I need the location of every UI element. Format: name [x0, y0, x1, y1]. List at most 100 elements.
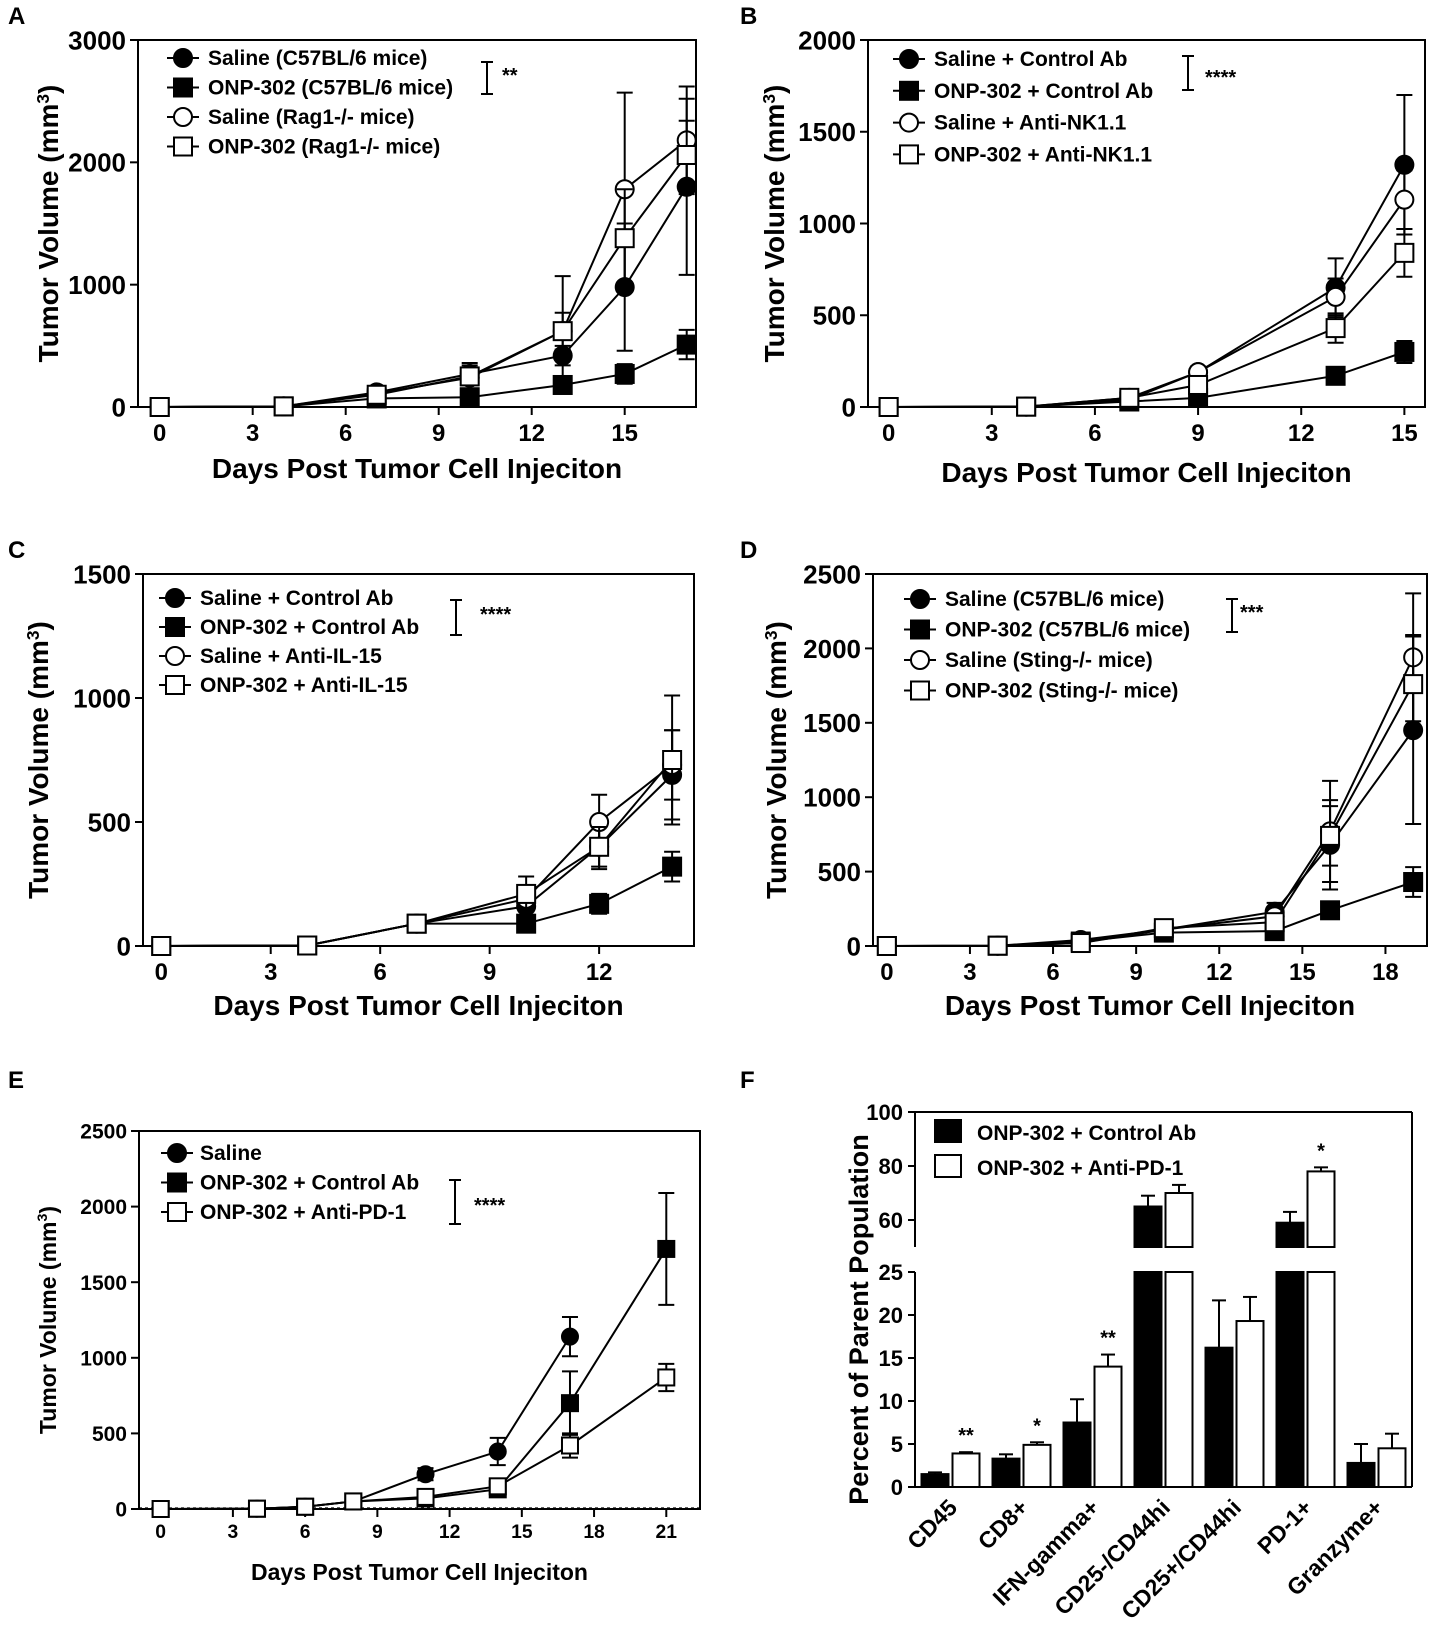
data-point — [1153, 918, 1174, 939]
panel-label: E — [8, 1067, 24, 1094]
series-3 — [876, 592, 1424, 956]
panel-label: F — [740, 1067, 755, 1094]
data-point — [516, 913, 537, 934]
series-4 — [149, 119, 697, 417]
legend-marker — [910, 650, 930, 670]
y-tick-label: 2500 — [80, 1121, 127, 1144]
y-tick-label: 500 — [88, 807, 131, 837]
data-point — [560, 1394, 579, 1413]
y-tick-label: 25 — [879, 1260, 903, 1285]
x-tick-label: 9 — [1191, 420, 1204, 447]
data-point — [516, 883, 537, 904]
x-tick-label: 9 — [1130, 959, 1143, 986]
data-point — [552, 321, 573, 342]
data-point — [1016, 396, 1037, 417]
legend-label: Saline + Control Ab — [200, 587, 394, 610]
legend-marker — [899, 49, 919, 69]
data-point — [1325, 318, 1346, 339]
bar-upper-segment — [1133, 1205, 1163, 1248]
panel-b: B 0 500 1000 1500 2000 0 3 6 9 12 15 Days Post Tumor… — [740, 3, 1426, 488]
y-axis-label-superscript: 3 — [33, 94, 53, 104]
panel-label: D — [740, 537, 757, 564]
plot-frame — [138, 1130, 701, 1510]
x-tick-label: 18 — [583, 1522, 605, 1543]
data-point — [987, 935, 1008, 956]
significance-stars: *** — [1240, 602, 1264, 624]
data-point — [657, 1368, 676, 1387]
y-axis-label: Tumor Volume (mm3) — [35, 1206, 61, 1434]
significance-stars: ** — [1100, 1328, 1116, 1350]
data-point — [416, 1465, 435, 1484]
legend-label: ONP-302 + Control Ab — [200, 616, 419, 639]
y-tick-label: 2000 — [68, 148, 126, 178]
data-point — [366, 384, 387, 405]
legend-marker — [165, 588, 185, 608]
y-tick-label: 0 — [112, 392, 126, 422]
y-tick-label: 1500 — [803, 708, 861, 738]
data-point — [1325, 286, 1346, 307]
data-point — [560, 1327, 579, 1346]
legend: Saline + Control Ab ONP-302 + Control Ab S… — [893, 48, 1153, 166]
panel-label: C — [8, 537, 25, 564]
x-tick-label: 0 — [880, 959, 893, 986]
x-axis-label: Days Post Tumor Cell Injeciton — [212, 453, 622, 484]
y-tick-label: 10 — [879, 1389, 903, 1414]
y-tick-label: 0 — [847, 931, 861, 961]
legend-marker — [167, 1202, 187, 1222]
y-tick-label: 2500 — [803, 559, 861, 589]
y-tick-label: 0 — [842, 392, 856, 422]
y-axis-label-main: Tumor Volume (mm — [23, 640, 54, 899]
y-axis-label-superscript: 3 — [23, 630, 43, 640]
x-axis-label: Days Post Tumor Cell Injeciton — [251, 1559, 588, 1585]
y-axis-label: Tumor Volume (mm3) — [759, 85, 790, 363]
legend: ONP-302 + Control Ab ONP-302 + Anti-PD-1 — [934, 1119, 1196, 1180]
data-point — [1403, 872, 1424, 893]
y-axis-label-main: Tumor Volume (mm — [33, 104, 64, 363]
y-tick-label: 80 — [879, 1154, 903, 1179]
legend-marker — [899, 144, 919, 165]
legend-label: ONP-302 (C57BL/6 mice) — [945, 619, 1190, 642]
y-tick-label: 3000 — [68, 25, 126, 55]
data-point — [151, 1500, 170, 1518]
data-point — [459, 366, 480, 387]
y-axis-label-main: Tumor Volume (mm — [761, 640, 792, 899]
legend-label: ONP-302 + Anti-PD-1 — [200, 1201, 407, 1224]
data-point — [1264, 912, 1285, 933]
legend-label: Saline + Anti-IL-15 — [200, 645, 382, 668]
y-tick-label: 500 — [818, 857, 861, 887]
bar — [991, 1457, 1021, 1488]
bar-lower-segment — [1133, 1271, 1163, 1488]
y-tick-label: 500 — [813, 301, 856, 331]
data-point — [1320, 825, 1341, 846]
series-line — [160, 1248, 668, 1510]
data-point — [589, 893, 610, 914]
data-point — [296, 1497, 315, 1516]
legend-label: Saline + Control Ab — [934, 48, 1128, 71]
legend-marker — [173, 77, 193, 98]
data-point — [344, 1492, 363, 1511]
legend-label: Saline (C57BL/6 mice) — [208, 47, 427, 70]
legend-label: ONP-302 (Sting-/- mice) — [945, 680, 1178, 703]
x-tick-label: 6 — [1046, 959, 1059, 986]
series-2 — [876, 866, 1424, 956]
x-tick-label: 0 — [155, 1522, 166, 1543]
y-axis-label-close: ) — [33, 85, 64, 94]
x-tick-label: 3 — [963, 959, 976, 986]
series-3 — [151, 1362, 676, 1518]
legend-label: ONP-302 + Control Ab — [977, 1122, 1196, 1145]
panel-a: A 0 1000 2000 3000 0 3 6 9 12 15 Days Post Tumor Ce… — [8, 3, 697, 484]
y-axis-label-close: ) — [761, 621, 792, 630]
data-point — [488, 1477, 507, 1496]
data-point — [589, 836, 610, 857]
category-label: CD8+ — [973, 1494, 1033, 1554]
y-axis-label: Tumor Volume (mm3) — [761, 621, 792, 899]
data-point — [488, 1442, 507, 1461]
bar-lower-segment — [1164, 1271, 1194, 1488]
legend-label: ONP-302 (C57BL/6 mice) — [208, 77, 453, 100]
data-point — [662, 750, 683, 770]
series-4 — [151, 694, 683, 956]
y-axis-label-close: ) — [23, 621, 54, 630]
panel-e: E 0 500 1000 1500 2000 2500 0 3 6 9 12 15 18 21 Days Po… — [8, 1067, 701, 1585]
